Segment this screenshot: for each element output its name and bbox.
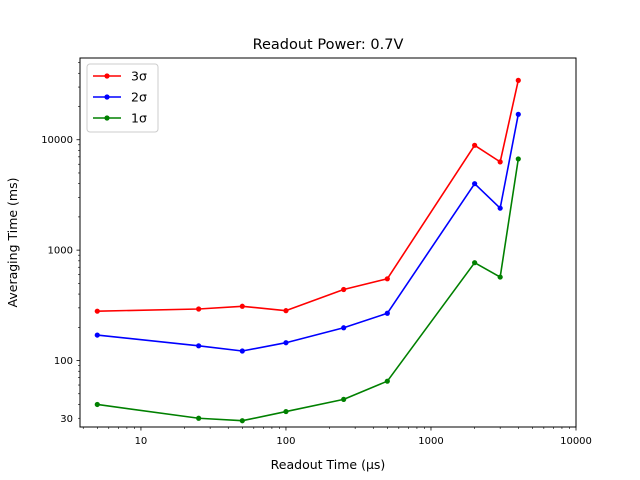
data-point [196, 343, 202, 349]
data-point [341, 325, 347, 331]
data-point [497, 159, 503, 165]
series-2 [94, 111, 521, 354]
data-point [472, 142, 478, 148]
y-tick-label: 30 [60, 414, 73, 425]
data-point [384, 378, 390, 384]
legend-label: 3σ [131, 69, 147, 84]
legend-label: 1σ [131, 111, 147, 126]
data-point [239, 303, 245, 309]
data-point [94, 401, 100, 408]
data-point [497, 274, 503, 280]
series-layer [94, 77, 521, 424]
legend-box [86, 63, 159, 133]
data-point [94, 332, 100, 338]
data-point [196, 415, 202, 421]
legend: 3σ 2σ 1σ [86, 63, 159, 133]
x-tick-label: 100 [276, 436, 295, 447]
data-point [239, 348, 245, 354]
data-point [283, 408, 289, 415]
legend-swatch-marker [104, 73, 110, 79]
legend-label: 2σ [131, 90, 147, 105]
legend-swatch-marker [104, 115, 110, 121]
data-point [283, 340, 289, 346]
data-point [341, 396, 347, 402]
chart-title: Readout Power: 0.7V [253, 37, 404, 53]
data-point [472, 181, 478, 187]
series-1 [94, 77, 521, 314]
data-point [384, 310, 390, 316]
data-point [384, 276, 390, 282]
x-axis-label: Readout Time (μs) [271, 457, 386, 472]
x-tick-label: 10 [135, 436, 148, 447]
data-point [515, 77, 521, 83]
data-point [515, 111, 521, 117]
y-tick-label: 10000 [41, 135, 73, 146]
data-point [283, 308, 289, 314]
y-tick-label: 1000 [48, 246, 73, 257]
x-tick-label: 1000 [418, 436, 443, 447]
data-point [341, 286, 347, 293]
plot-area [79, 57, 577, 428]
series-3 [94, 156, 521, 424]
data-point [515, 156, 521, 162]
x-axis: 10 100 1000 10000 [82, 427, 592, 447]
data-point [94, 308, 100, 314]
data-point [497, 205, 503, 211]
data-point [239, 418, 245, 424]
y-tick-label: 100 [54, 356, 73, 367]
data-point [472, 260, 478, 266]
y-axis-label: Averaging Time (ms) [5, 178, 20, 308]
legend-swatch-marker [104, 94, 110, 100]
y-axis: 30 100 1000 10000 [41, 62, 80, 425]
x-tick-label: 10000 [560, 436, 592, 447]
data-point [196, 306, 202, 312]
